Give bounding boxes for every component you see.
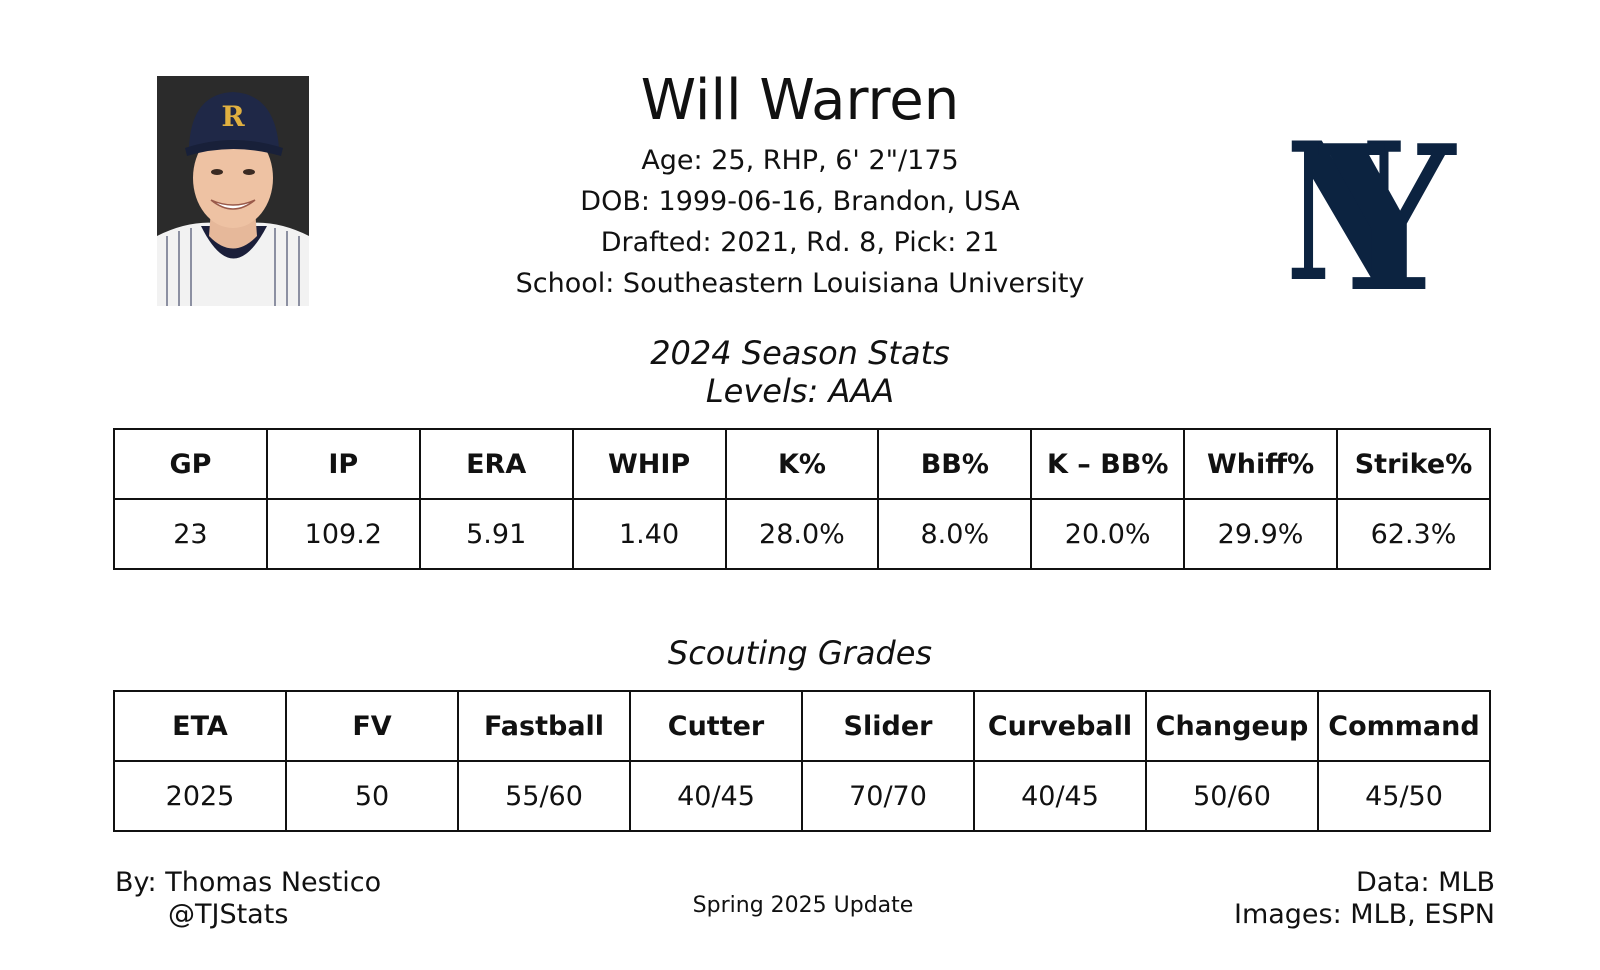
- svg-text:R: R: [221, 100, 245, 133]
- author-credit: By: Thomas Nestico: [115, 867, 382, 898]
- stat-value-k-bb-pct: 20.0%: [1030, 498, 1186, 570]
- stat-header-ip: IP: [265, 428, 421, 500]
- grade-value-cutter: 40/45: [629, 760, 803, 832]
- stat-header-whiff-pct: Whiff%: [1183, 428, 1338, 500]
- season-stats-title: 2024 Season Stats Levels: AAA: [400, 334, 1200, 410]
- svg-text:N: N: [1286, 101, 1406, 300]
- grade-header-changeup: Changeup: [1145, 690, 1319, 762]
- stat-value-bb-pct: 8.0%: [877, 498, 1033, 570]
- stat-header-whip: WHIP: [571, 428, 727, 500]
- scouting-grades-title: Scouting Grades: [667, 634, 933, 672]
- grade-header-fastball: Fastball: [457, 690, 631, 762]
- grade-value-slider: 70/70: [801, 760, 975, 832]
- author-handle: @TJStats: [168, 899, 289, 930]
- table-row: 23 109.2 5.91 1.40 28.0% 8.0% 20.0% 29.9…: [113, 498, 1491, 570]
- data-source: Data: MLB: [1355, 867, 1495, 898]
- player-header: Will Warren Age: 25, RHP, 6' 2"/175 DOB:…: [400, 62, 1200, 304]
- stat-header-gp: GP: [113, 428, 268, 500]
- season-stats-table: GP IP ERA WHIP K% BB% K – BB% Whiff% Str…: [113, 428, 1491, 570]
- grade-value-changeup: 50/60: [1145, 760, 1319, 832]
- grade-header-fv: FV: [285, 690, 459, 762]
- stat-value-whip: 1.40: [571, 498, 727, 570]
- ny-logo-icon: N Y: [1268, 84, 1468, 337]
- stat-header-k-pct: K%: [724, 428, 880, 500]
- update-note: Spring 2025 Update: [692, 893, 914, 918]
- stat-value-ip: 109.2: [265, 498, 421, 570]
- player-name: Will Warren: [640, 68, 960, 133]
- stat-header-bb-pct: BB%: [877, 428, 1033, 500]
- grade-header-curveball: Curveball: [973, 690, 1147, 762]
- image-source: Images: MLB, ESPN: [1233, 899, 1495, 930]
- grade-value-fastball: 55/60: [457, 760, 631, 832]
- player-school-line: School: Southeastern Louisiana Universit…: [515, 268, 1085, 299]
- player-age-line: Age: 25, RHP, 6' 2"/175: [641, 145, 959, 176]
- stat-header-era: ERA: [418, 428, 574, 500]
- stat-header-strike-pct: Strike%: [1336, 428, 1491, 500]
- grade-header-cutter: Cutter: [629, 690, 803, 762]
- svg-text:Y: Y: [1318, 102, 1457, 300]
- stat-value-k-pct: 28.0%: [724, 498, 880, 570]
- stat-value-strike-pct: 62.3%: [1336, 498, 1491, 570]
- grade-value-eta: 2025: [113, 760, 287, 832]
- stat-value-gp: 23: [113, 498, 268, 570]
- scouting-grades-table: ETA FV Fastball Cutter Slider Curveball …: [113, 690, 1491, 832]
- grade-header-slider: Slider: [801, 690, 975, 762]
- footer-author: By: Thomas Nestico @TJStats: [115, 867, 381, 931]
- season-levels: Levels: AAA: [705, 372, 895, 410]
- stat-value-era: 5.91: [418, 498, 574, 570]
- grade-header-eta: ETA: [113, 690, 287, 762]
- stat-value-whiff-pct: 29.9%: [1183, 498, 1338, 570]
- player-headshot: R: [157, 76, 309, 306]
- table-row: 2025 50 55/60 40/45 70/70 40/45 50/60 45…: [113, 760, 1491, 832]
- grade-value-command: 45/50: [1317, 760, 1491, 832]
- table-header-row: ETA FV Fastball Cutter Slider Curveball …: [113, 690, 1491, 762]
- player-dob-line: DOB: 1999-06-16, Brandon, USA: [580, 186, 1020, 217]
- grade-header-command: Command: [1317, 690, 1491, 762]
- footer-sources: Data: MLB Images: MLB, ESPN: [1234, 867, 1495, 931]
- table-header-row: GP IP ERA WHIP K% BB% K – BB% Whiff% Str…: [113, 428, 1491, 500]
- grade-value-fv: 50: [285, 760, 459, 832]
- grade-value-curveball: 40/45: [973, 760, 1147, 832]
- stat-header-k-bb-pct: K – BB%: [1030, 428, 1186, 500]
- season-stats-heading: 2024 Season Stats: [650, 334, 950, 372]
- player-draft-line: Drafted: 2021, Rd. 8, Pick: 21: [600, 227, 1000, 258]
